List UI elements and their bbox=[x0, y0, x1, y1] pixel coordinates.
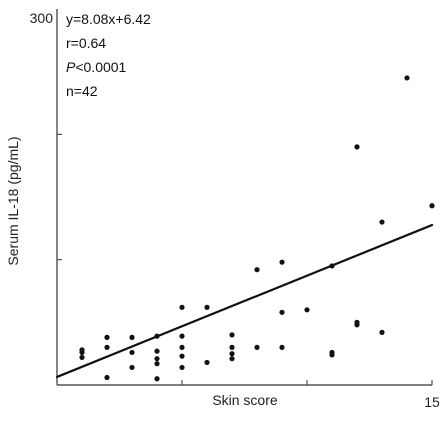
data-point bbox=[354, 144, 360, 150]
data-point bbox=[104, 374, 110, 381]
data-point bbox=[379, 329, 385, 335]
equation-text: y=8.08x+6.42 bbox=[66, 11, 151, 27]
data-point bbox=[429, 203, 435, 209]
data-point bbox=[154, 376, 160, 382]
axes: 15 300 bbox=[30, 9, 440, 410]
x-tick-label: 15 bbox=[424, 394, 440, 410]
data-point bbox=[154, 361, 160, 367]
data-point bbox=[104, 344, 110, 350]
data-point bbox=[329, 349, 335, 356]
data-point bbox=[279, 344, 285, 350]
regression-line bbox=[55, 223, 434, 379]
data-point bbox=[179, 364, 185, 371]
data-point bbox=[229, 356, 235, 362]
data-point bbox=[254, 344, 260, 350]
data-point bbox=[204, 304, 210, 310]
data-points bbox=[79, 75, 435, 382]
data-point bbox=[104, 334, 110, 340]
data-point bbox=[179, 333, 185, 339]
p-value-text: P<0.0001 bbox=[66, 59, 127, 75]
sample-size-text: n=42 bbox=[66, 83, 98, 99]
y-tick-label: 300 bbox=[30, 10, 54, 26]
regression-line-group bbox=[55, 223, 434, 379]
data-point bbox=[404, 75, 410, 81]
data-point bbox=[129, 334, 135, 340]
data-point bbox=[129, 349, 135, 356]
data-point bbox=[129, 364, 135, 371]
data-point bbox=[154, 348, 160, 354]
stats-annotation: y=8.08x+6.42 r=0.64 P<0.0001 n=42 bbox=[66, 11, 151, 99]
data-point bbox=[354, 319, 360, 325]
data-point bbox=[79, 354, 85, 361]
data-point bbox=[154, 356, 160, 362]
data-point bbox=[379, 219, 385, 225]
data-point bbox=[229, 344, 235, 350]
x-axis-label: Skin score bbox=[212, 392, 278, 408]
correlation-text: r=0.64 bbox=[66, 35, 106, 51]
data-point bbox=[79, 347, 85, 353]
data-point bbox=[179, 304, 185, 310]
data-point bbox=[279, 309, 285, 315]
y-axis-label: Serum IL-18 (pg/mL) bbox=[5, 136, 21, 265]
data-point bbox=[179, 353, 185, 359]
data-point bbox=[179, 344, 185, 350]
data-point bbox=[254, 267, 260, 273]
data-point bbox=[229, 351, 235, 357]
p-value: <0.0001 bbox=[75, 59, 126, 75]
p-symbol: P bbox=[66, 59, 76, 75]
data-point bbox=[304, 307, 310, 313]
data-point bbox=[204, 359, 210, 366]
data-point bbox=[229, 332, 235, 338]
data-point bbox=[279, 259, 285, 265]
